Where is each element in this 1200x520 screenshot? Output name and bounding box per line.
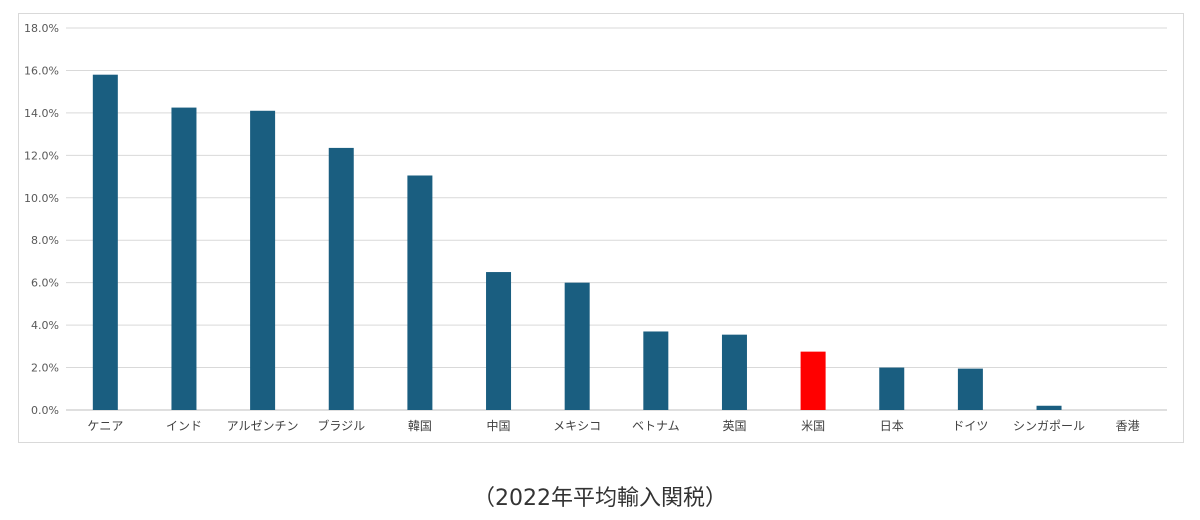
y-tick-label: 2.0% <box>31 362 59 375</box>
bar-2 <box>250 110 276 411</box>
bar-6 <box>564 282 590 410</box>
bar-12 <box>1036 405 1062 410</box>
y-tick-label: 8.0% <box>31 234 59 247</box>
x-category-label: アルゼンチン <box>227 419 299 433</box>
x-category-label: 日本 <box>880 419 904 433</box>
bar-5 <box>486 272 512 410</box>
x-category-label: インド <box>166 419 202 433</box>
x-category-label: 香港 <box>1116 419 1140 433</box>
x-category-label: 英国 <box>722 419 746 433</box>
y-tick-label: 14.0% <box>24 107 59 120</box>
bar-0 <box>92 74 118 410</box>
y-tick-label: 0.0% <box>31 404 59 417</box>
x-category-label: ベトナム <box>632 419 680 433</box>
x-category-label: 韓国 <box>408 419 432 433</box>
x-category-label: ドイツ <box>952 419 988 433</box>
x-category-label: ブラジル <box>317 418 365 433</box>
gridlines <box>66 27 1167 411</box>
y-tick-label: 4.0% <box>31 319 59 332</box>
bar-8 <box>721 334 747 410</box>
bar-11 <box>957 368 983 410</box>
x-axis-labels: ケニア インド アルゼンチン ブラジル 韓国 中国 メキシコ ベトナム 英国 米国 日本 ドイツ シンガ… <box>87 418 1139 433</box>
y-axis-ticks: 0.0% 2.0% 4.0% 6.0% 8.0% 10.0% 12.0% 14.0% 16.0%… <box>24 22 59 417</box>
x-category-label: 中国 <box>487 418 511 433</box>
bar-9 <box>800 351 826 410</box>
chart-area: 0.0% 2.0% 4.0% 6.0% 8.0% 10.0% 12.0% 14.0% 16.0%… <box>18 13 1184 443</box>
y-tick-label: 10.0% <box>24 192 59 205</box>
bar-chart: 0.0% 2.0% 4.0% 6.0% 8.0% 10.0% 12.0% 14.0% 16.0%… <box>24 22 1167 433</box>
bar-10 <box>879 367 905 410</box>
x-category-label: メキシコ <box>553 419 601 433</box>
chart-caption: （2022年平均輸入関税） <box>473 486 727 511</box>
y-tick-label: 6.0% <box>31 277 59 290</box>
x-category-label: ケニア <box>87 419 123 433</box>
x-category-label: 米国 <box>801 419 825 433</box>
bars <box>92 74 1062 411</box>
x-category-label: シンガポール <box>1013 419 1085 433</box>
bar-3 <box>328 147 354 410</box>
bar-7 <box>643 331 669 410</box>
bar-1 <box>171 107 197 410</box>
y-tick-label: 18.0% <box>24 22 59 35</box>
bar-4 <box>407 175 433 410</box>
y-tick-label: 12.0% <box>24 149 59 162</box>
y-tick-label: 16.0% <box>24 64 59 77</box>
